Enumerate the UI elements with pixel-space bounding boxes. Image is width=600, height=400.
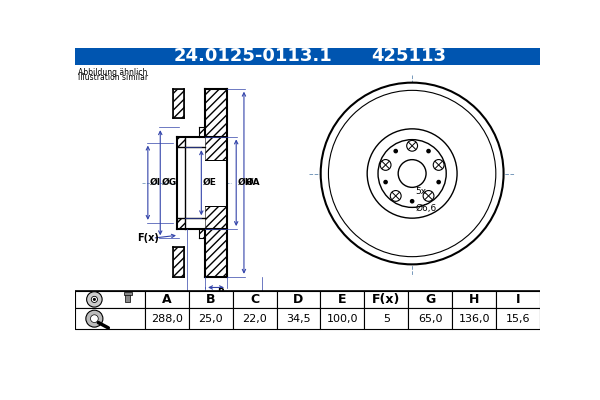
Text: 24.0125-0113.1: 24.0125-0113.1 [174,48,332,66]
Bar [178,218,185,229]
Text: C (MTH): C (MTH) [264,291,305,300]
Circle shape [394,149,398,153]
Text: E: E [338,293,347,306]
Bar [452,290,496,308]
Circle shape [433,160,444,170]
Circle shape [320,83,503,264]
Text: ØH: ØH [238,178,253,187]
Bar [125,293,130,302]
Text: C: C [250,293,259,306]
Bar [364,290,408,308]
Text: ØG: ØG [162,178,177,187]
Text: A: A [162,293,172,306]
Text: 25,0: 25,0 [199,314,223,324]
Circle shape [367,129,457,218]
Text: 15,6: 15,6 [506,314,530,324]
Bar [233,290,277,308]
Bar [408,290,452,308]
Bar [75,290,145,308]
Text: B: B [218,288,224,297]
Circle shape [383,180,388,184]
Bar [277,290,320,308]
Bar [178,136,227,229]
Circle shape [410,199,415,204]
Text: 5: 5 [383,314,390,324]
Text: ØE: ØE [203,178,217,187]
Text: 100,0: 100,0 [326,314,358,324]
Circle shape [398,160,426,187]
Bar [205,206,227,277]
Bar [320,290,364,308]
Text: F(x): F(x) [137,233,159,243]
Bar [75,290,540,329]
Text: 5x: 5x [415,188,427,196]
Circle shape [93,298,96,301]
Circle shape [328,90,496,257]
Bar [75,48,540,65]
Text: ØI: ØI [149,178,161,187]
Bar [145,290,188,308]
Text: Illustration similar: Illustration similar [78,74,148,82]
Bar [452,308,496,329]
Text: D: D [293,293,304,306]
Circle shape [407,140,418,151]
Text: 22,0: 22,0 [242,314,267,324]
Circle shape [86,292,102,307]
Text: Abbildung ähnlich: Abbildung ähnlich [78,68,148,77]
Circle shape [436,180,441,184]
Text: B: B [206,293,215,306]
Text: H: H [469,293,479,306]
Circle shape [86,310,103,327]
Circle shape [423,190,434,201]
Bar [173,248,184,277]
Bar [205,89,227,160]
Circle shape [391,190,401,201]
Bar [199,229,205,238]
Bar [496,290,540,308]
Bar [75,308,145,329]
Bar [496,308,540,329]
Text: ØA: ØA [245,178,260,187]
Bar [188,290,233,308]
Text: D: D [192,303,200,312]
Bar [199,127,205,136]
Circle shape [426,149,431,153]
Text: 425113: 425113 [371,48,446,66]
Text: I: I [516,293,520,306]
Text: 288,0: 288,0 [151,314,182,324]
Text: G: G [425,293,436,306]
Text: 65,0: 65,0 [418,314,442,324]
Bar [364,308,408,329]
Circle shape [91,315,98,322]
Bar [178,136,185,147]
Bar [188,308,233,329]
Bar [233,308,277,329]
Bar [205,89,227,277]
Bar [145,308,188,329]
Circle shape [378,140,446,207]
Text: 136,0: 136,0 [458,314,490,324]
Bar [173,89,184,118]
Circle shape [380,160,391,170]
Bar [408,308,452,329]
Bar [277,308,320,329]
Bar [124,292,131,295]
Bar [320,308,364,329]
Circle shape [91,296,97,302]
Text: Ø6,6: Ø6,6 [415,204,436,213]
Text: 34,5: 34,5 [286,314,311,324]
Text: F(x): F(x) [372,293,400,306]
